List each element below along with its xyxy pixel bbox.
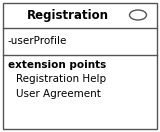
Text: extension points: extension points <box>8 60 106 70</box>
Text: Registration Help: Registration Help <box>16 74 106 84</box>
Text: -userProfile: -userProfile <box>8 36 67 46</box>
Text: User Agreement: User Agreement <box>16 89 101 99</box>
Text: Registration: Registration <box>27 8 109 22</box>
Ellipse shape <box>129 10 147 20</box>
